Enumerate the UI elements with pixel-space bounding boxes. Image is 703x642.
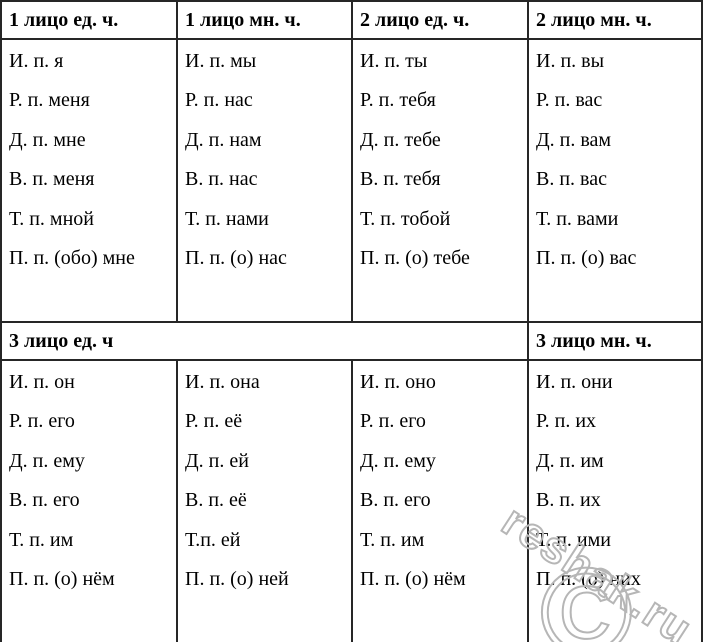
header-3-person-plural: 3 лицо мн. ч. <box>527 321 703 361</box>
case-line: В. п. вас <box>536 168 607 191</box>
case-line: В. п. меня <box>9 168 95 191</box>
case-line: П. п. (о) тебе <box>360 247 470 270</box>
case-line: Т.п. ей <box>185 528 241 551</box>
case-line: Т. п. нами <box>185 207 269 230</box>
body-row-2: И. п. он Р. п. его Д. п. ему В. п. его Т. п.… <box>0 359 703 642</box>
case-line: И. п. он <box>9 371 75 393</box>
case-line: Д. п. мне <box>9 128 86 151</box>
case-line: Р. п. вас <box>536 89 603 112</box>
case-line: Р. п. тебя <box>360 89 436 112</box>
case-line: Д. п. вам <box>536 128 612 151</box>
case-line: Р. п. его <box>9 410 75 433</box>
cell-3-person-plural: И. п. они Р. п. их Д. п. им В. п. их Т. п. и… <box>527 359 703 642</box>
header-2-person-plural: 2 лицо мн. ч. <box>527 0 703 40</box>
case-line: Д. п. тебе <box>360 128 441 151</box>
case-line: И. п. мы <box>185 50 257 72</box>
case-line: В. п. тебя <box>360 168 441 191</box>
case-line: Д. п. ему <box>9 449 85 472</box>
case-line: Т. п. им <box>360 528 425 551</box>
cell-1-person-singular: И. п. я Р. п. меня Д. п. мне В. п. меня Т. п… <box>0 38 178 323</box>
case-line: П. п. (о) нём <box>360 568 466 591</box>
cell-2-person-singular: И. п. ты Р. п. тебя Д. п. тебе В. п. тебя Т.… <box>351 38 529 323</box>
header-row-1: 1 лицо ед. ч. 1 лицо мн. ч. 2 лицо ед. ч… <box>0 0 703 40</box>
case-line: Р. п. её <box>185 410 243 433</box>
case-line: Д. п. ей <box>185 449 249 472</box>
cell-3-person-neuter: И. п. оно Р. п. его Д. п. ему В. п. его Т. п… <box>351 359 529 642</box>
case-line: П. п. (обо) мне <box>9 247 135 270</box>
case-line: И. п. ты <box>360 50 428 72</box>
case-line: П. п. (о) вас <box>536 247 637 270</box>
case-line: В. п. их <box>536 489 601 512</box>
header-3-person-singular: 3 лицо ед. ч <box>0 321 529 361</box>
cell-3-person-masculine: И. п. он Р. п. его Д. п. ему В. п. его Т. п.… <box>0 359 178 642</box>
case-line: Т. п. тобой <box>360 207 451 230</box>
case-line: В. п. нас <box>185 168 258 191</box>
cell-2-person-plural: И. п. вы Р. п. вас Д. п. вам В. п. вас Т. п.… <box>527 38 703 323</box>
case-line: П. п. (о) них <box>536 568 641 591</box>
case-line: Д. п. им <box>536 449 604 472</box>
cell-1-person-plural: И. п. мы Р. п. нас Д. п. нам В. п. нас Т. п.… <box>176 38 353 323</box>
case-line: И. п. оно <box>360 371 436 393</box>
case-line: И. п. вы <box>536 50 605 72</box>
header-1-person-singular: 1 лицо ед. ч. <box>0 0 178 40</box>
case-line: Т. п. вами <box>536 207 619 230</box>
case-line: Р. п. их <box>536 410 597 433</box>
case-line: Р. п. его <box>360 410 426 433</box>
case-line: Т. п. им <box>9 528 74 551</box>
case-line: Д. п. нам <box>185 128 262 151</box>
body-row-1: И. п. я Р. п. меня Д. п. мне В. п. меня Т. п… <box>0 38 703 323</box>
case-line: П. п. (о) ней <box>185 568 289 591</box>
case-line: Т. п. ими <box>536 528 611 551</box>
case-line: Т. п. мной <box>9 207 94 230</box>
header-1-person-plural: 1 лицо мн. ч. <box>176 0 353 40</box>
case-line: Р. п. меня <box>9 89 90 112</box>
case-line: И. п. я <box>9 50 64 72</box>
header-row-2: 3 лицо ед. ч 3 лицо мн. ч. <box>0 321 703 361</box>
case-line: Р. п. нас <box>185 89 253 112</box>
case-line: И. п. они <box>536 371 613 393</box>
case-line: В. п. его <box>9 489 80 512</box>
case-line: П. п. (о) нём <box>9 568 115 591</box>
header-2-person-singular: 2 лицо ед. ч. <box>351 0 529 40</box>
case-line: В. п. его <box>360 489 431 512</box>
case-line: П. п. (о) нас <box>185 247 287 270</box>
cell-3-person-feminine: И. п. она Р. п. её Д. п. ей В. п. её Т.п. ей… <box>176 359 353 642</box>
case-line: И. п. она <box>185 371 260 393</box>
case-line: Д. п. ему <box>360 449 436 472</box>
case-line: В. п. её <box>185 489 247 512</box>
